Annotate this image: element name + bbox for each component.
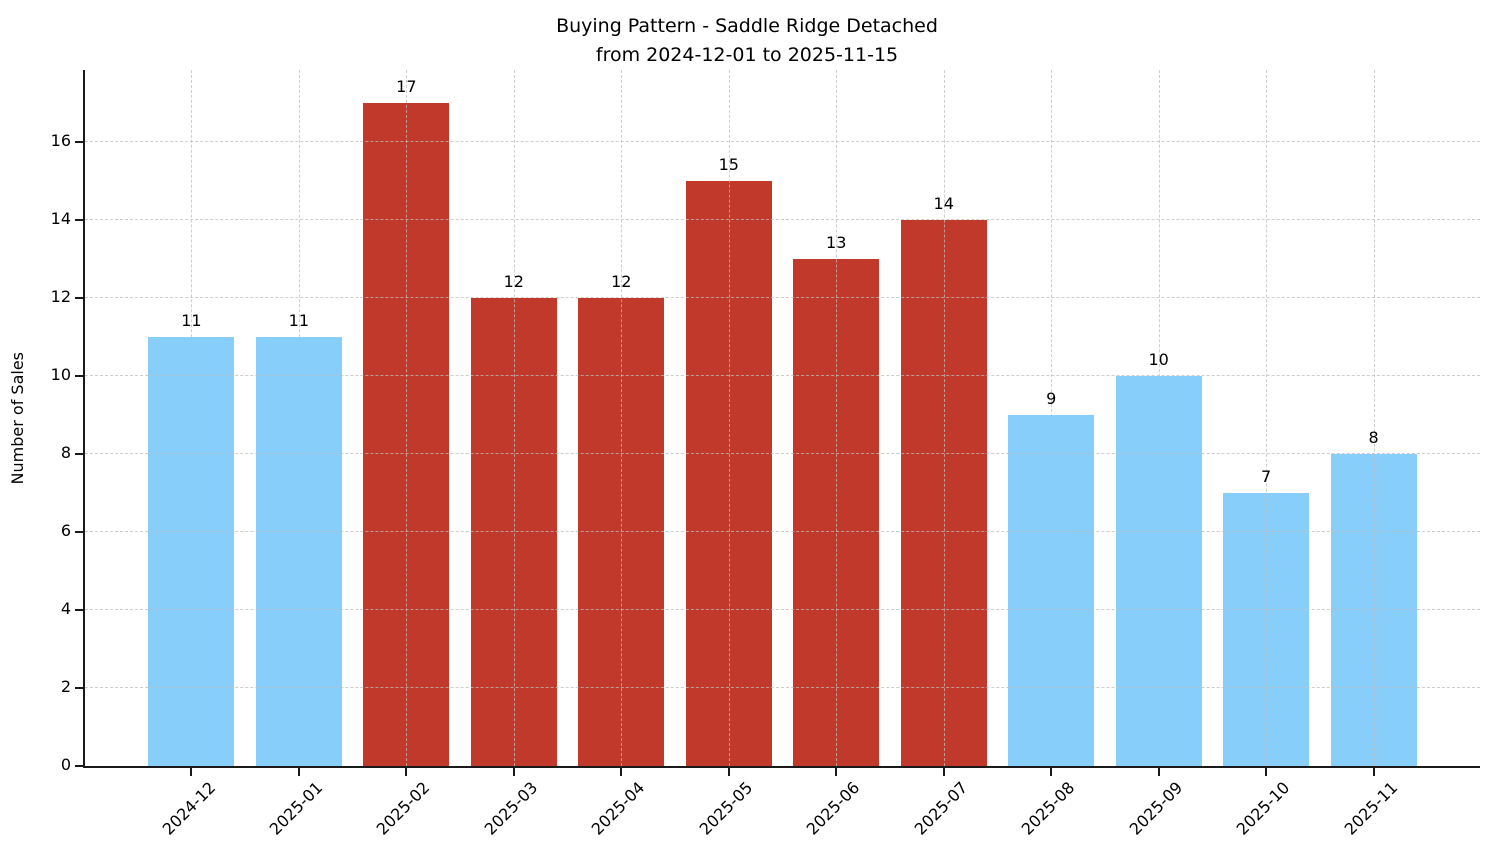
bar-2025-06 [793, 259, 880, 766]
bar-value-label: 14 [933, 194, 954, 214]
bar-value-label: 15 [718, 155, 739, 175]
left-axis-spine [83, 70, 85, 766]
y-tick [75, 687, 83, 690]
h-gridline [85, 219, 1480, 221]
v-gridline [406, 70, 408, 766]
v-gridline [728, 70, 730, 766]
v-gridline [1373, 70, 1375, 766]
x-tick [835, 768, 838, 776]
h-gridline [85, 453, 1480, 455]
y-tick [75, 141, 83, 144]
y-tick [75, 219, 83, 222]
plot-area: 11 11 17 12 12 15 13 14 9 10 7 8 0 2 4 6 8 10 12 14 16 2024-1… [51, 70, 1480, 839]
h-gridline [85, 297, 1480, 299]
v-gridline [1266, 70, 1268, 766]
x-tick [297, 768, 300, 776]
y-tick-label: 2 [60, 677, 71, 697]
h-gridline [85, 609, 1480, 611]
y-tick-label: 6 [60, 521, 71, 541]
x-tick-label-wrap: 2025-11 [85, 778, 1401, 839]
x-tick [190, 768, 193, 776]
h-gridline [85, 687, 1480, 689]
y-tick [75, 297, 83, 300]
h-gridline [85, 531, 1480, 533]
y-tick-label: 16 [50, 131, 71, 151]
bar-value-label: 7 [1261, 467, 1272, 487]
bar-value-label: 8 [1368, 428, 1379, 448]
y-tick [75, 609, 83, 612]
y-tick [75, 531, 83, 534]
v-gridline [621, 70, 623, 766]
v-gridline [836, 70, 838, 766]
y-tick-label: 12 [50, 287, 71, 307]
v-gridline [513, 70, 515, 766]
bar-value-label: 12 [611, 272, 632, 292]
x-tick [1372, 768, 1375, 776]
v-gridline [943, 70, 945, 766]
y-tick-label: 10 [50, 365, 71, 385]
bar-value-label: 10 [1148, 350, 1169, 370]
bar-value-label: 11 [288, 311, 310, 331]
bottom-axis-spine [83, 766, 1480, 768]
y-tick [75, 765, 83, 767]
bar-value-label: 13 [826, 233, 847, 253]
chart-title: Buying Pattern - Saddle Ridge Detached f… [556, 15, 938, 67]
y-tick-label: 14 [50, 209, 71, 229]
x-tick [1157, 768, 1160, 776]
x-tick [727, 768, 730, 776]
v-gridline [298, 70, 300, 766]
y-tick-label: 8 [60, 443, 71, 463]
v-gridline [1051, 70, 1053, 766]
bar-value-label: 12 [503, 272, 524, 292]
x-tick-label-2025-11: 2025-11 [1340, 778, 1402, 839]
y-tick-label: 0 [60, 755, 71, 774]
v-gridline [191, 70, 193, 766]
y-tick [75, 375, 83, 378]
bar-2025-02 [363, 103, 450, 766]
x-tick [1050, 768, 1053, 776]
h-gridline [85, 141, 1480, 143]
bar-value-label: 17 [396, 77, 417, 97]
v-gridline [1158, 70, 1160, 766]
h-gridline [85, 375, 1480, 377]
bar-2025-10 [1223, 493, 1310, 766]
y-tick-label: 4 [60, 599, 71, 619]
x-tick [512, 768, 515, 776]
y-tick [75, 453, 83, 456]
x-tick [942, 768, 945, 776]
x-tick [1265, 768, 1268, 776]
y-axis-label-box: Number of Sales [8, 70, 27, 766]
x-tick [620, 768, 623, 776]
bar-value-label: 11 [181, 311, 202, 331]
bar-value-label: 9 [1046, 389, 1057, 409]
x-tick [405, 768, 408, 776]
